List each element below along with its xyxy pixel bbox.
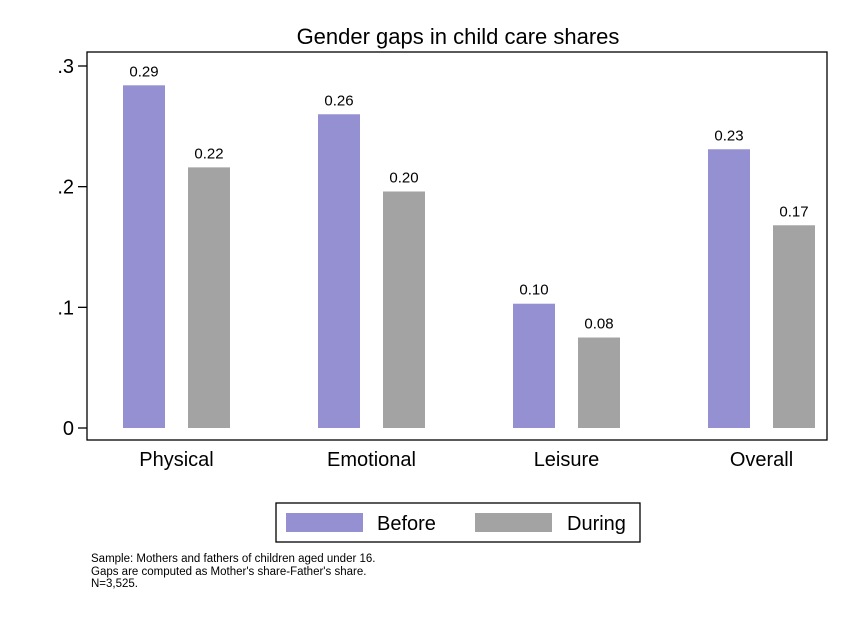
bar-before-leisure [513, 303, 555, 428]
bar-before-physical [123, 85, 165, 428]
note-sample: Sample: Mothers and fathers of children … [91, 553, 376, 565]
data-label-before-emotional: 0.26 [324, 92, 353, 109]
data-label-during-physical: 0.22 [194, 145, 223, 162]
chart-notes: Sample: Mothers and fathers of children … [91, 553, 375, 591]
x-tick-label-leisure: Leisure [534, 449, 600, 471]
bar-before-overall [708, 149, 750, 428]
data-label-during-emotional: 0.20 [389, 169, 418, 186]
x-tick-label-physical: Physical [139, 449, 213, 471]
note-gap-definition: Gaps are computed as Mother's share-Fath… [91, 565, 367, 578]
y-tick-label-p3: .3 [57, 56, 74, 78]
note-sample-size: N=3,525. [91, 578, 138, 590]
data-label-before-leisure: 0.10 [519, 282, 548, 299]
plot-frame [86, 51, 828, 441]
chart-title: Gender gaps in child care shares [297, 24, 620, 49]
legend-swatch-before [286, 513, 363, 532]
x-tick-label-emotional: Emotional [327, 449, 416, 471]
legend-label-before: Before [377, 513, 436, 535]
x-tick-label-overall: Overall [730, 449, 793, 471]
bar-before-emotional [318, 114, 360, 429]
bar-during-overall [773, 225, 815, 428]
legend-label-during: During [567, 513, 626, 535]
data-label-during-leisure: 0.08 [584, 316, 613, 333]
data-label-before-physical: 0.29 [129, 63, 158, 80]
bar-during-emotional [383, 191, 425, 428]
data-label-before-overall: 0.23 [714, 127, 743, 144]
bar-during-leisure [578, 337, 620, 428]
bar-during-physical [188, 167, 230, 429]
y-tick-label-p2: .2 [57, 177, 74, 199]
data-label-during-overall: 0.17 [779, 203, 808, 220]
y-tick-label-0: 0 [63, 418, 74, 440]
legend: Before During [275, 502, 641, 543]
legend-swatch-during [475, 513, 552, 532]
y-tick-label-p1: .1 [57, 297, 74, 319]
